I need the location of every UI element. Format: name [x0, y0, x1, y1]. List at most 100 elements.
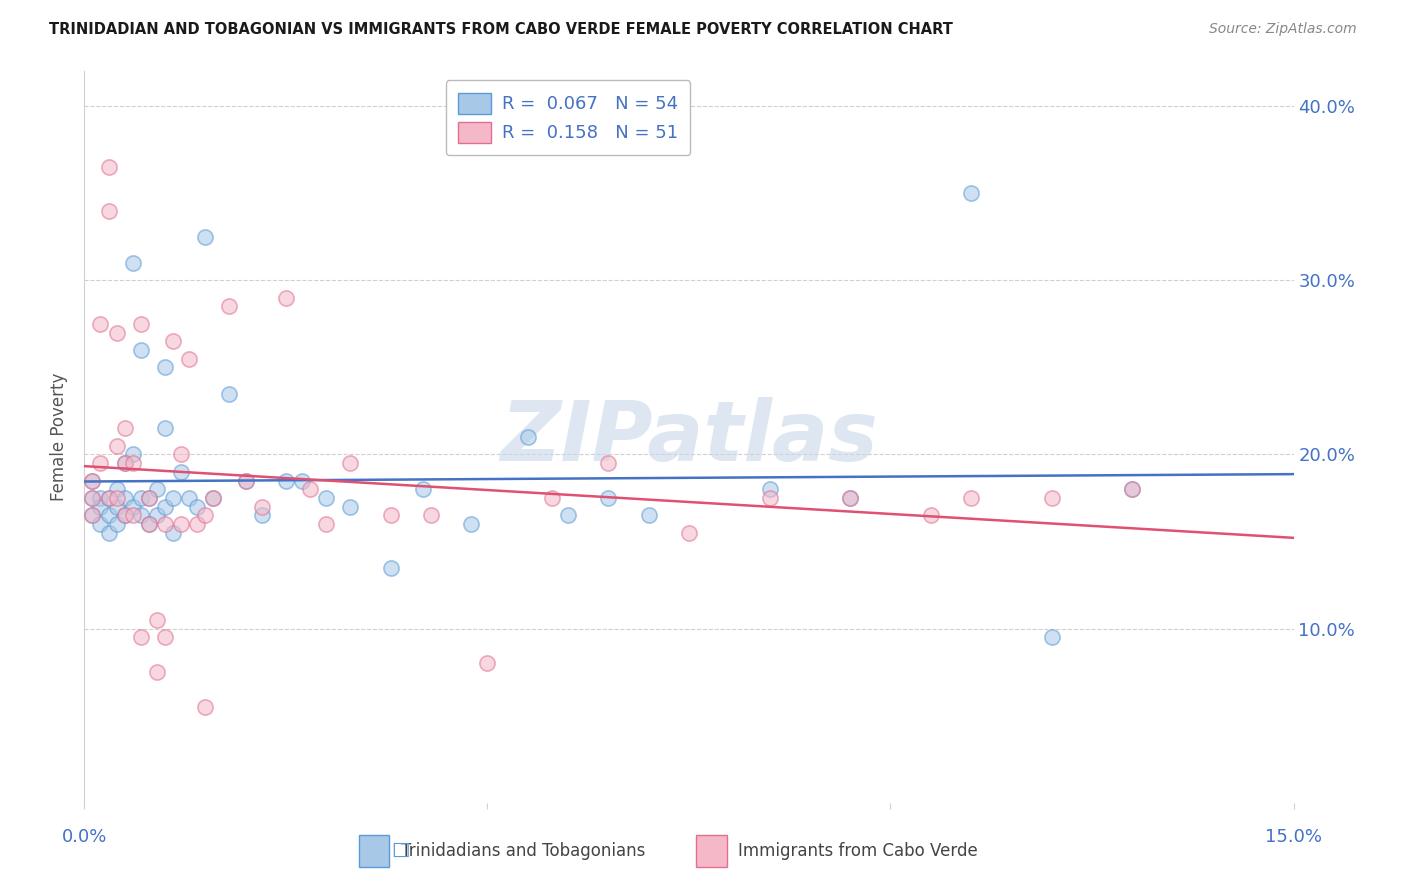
Point	[105, 500, 128, 514]
Point	[89, 491, 111, 505]
Point	[412, 483, 434, 497]
Y-axis label: Female Poverty: Female Poverty	[51, 373, 69, 501]
Text: Trinidadians and Tobagonians: Trinidadians and Tobagonians	[401, 842, 645, 860]
Point	[146, 665, 169, 680]
Text: 0.0%: 0.0%	[62, 828, 107, 846]
Point	[960, 186, 983, 201]
Bar	[359, 835, 389, 867]
Point	[194, 508, 217, 523]
Point	[218, 300, 240, 314]
Point	[678, 525, 700, 540]
Point	[129, 317, 152, 331]
Point	[153, 631, 176, 645]
Text: □: □	[391, 839, 411, 859]
Point	[637, 508, 659, 523]
Point	[129, 631, 152, 645]
Point	[186, 500, 208, 514]
Point	[129, 491, 152, 505]
Point	[121, 456, 143, 470]
Point	[339, 500, 361, 514]
Point	[121, 448, 143, 462]
Point	[121, 508, 143, 523]
Point	[598, 456, 620, 470]
Point	[89, 517, 111, 532]
Point	[315, 517, 337, 532]
Point	[82, 508, 104, 523]
Point	[138, 517, 160, 532]
Text: ZIPatlas: ZIPatlas	[501, 397, 877, 477]
Point	[162, 334, 184, 349]
Point	[839, 491, 862, 505]
Point	[114, 456, 136, 470]
Point	[146, 613, 169, 627]
Point	[105, 483, 128, 497]
Point	[291, 474, 314, 488]
Point	[138, 491, 160, 505]
Point	[162, 525, 184, 540]
Point	[97, 203, 120, 218]
Point	[105, 491, 128, 505]
Point	[274, 474, 297, 488]
Point	[89, 456, 111, 470]
Point	[202, 491, 225, 505]
Point	[477, 657, 499, 671]
Point	[1040, 631, 1063, 645]
Point	[105, 517, 128, 532]
Point	[218, 386, 240, 401]
Point	[758, 483, 780, 497]
Point	[97, 491, 120, 505]
Point	[299, 483, 322, 497]
Point	[138, 491, 160, 505]
Point	[274, 291, 297, 305]
Point	[179, 351, 201, 366]
Point	[557, 508, 579, 523]
Point	[121, 256, 143, 270]
Point	[339, 456, 361, 470]
Point	[235, 474, 257, 488]
Point	[194, 229, 217, 244]
Point	[250, 500, 273, 514]
Point	[89, 500, 111, 514]
Point	[153, 500, 176, 514]
Point	[114, 491, 136, 505]
Text: □: □	[391, 839, 411, 859]
Point	[153, 360, 176, 375]
Point	[105, 439, 128, 453]
Point	[105, 326, 128, 340]
Point	[380, 508, 402, 523]
Point	[194, 700, 217, 714]
Point	[202, 491, 225, 505]
Point	[82, 491, 104, 505]
Point	[1121, 483, 1143, 497]
Point	[839, 491, 862, 505]
Point	[82, 474, 104, 488]
Point	[315, 491, 337, 505]
Point	[82, 508, 104, 523]
Point	[114, 508, 136, 523]
Text: 15.0%: 15.0%	[1265, 828, 1322, 846]
Point	[170, 465, 193, 479]
Point	[153, 421, 176, 435]
Point	[82, 491, 104, 505]
Point	[541, 491, 564, 505]
Point	[114, 421, 136, 435]
Point	[1040, 491, 1063, 505]
Point	[179, 491, 201, 505]
Point	[89, 317, 111, 331]
Point	[146, 508, 169, 523]
Text: Source: ZipAtlas.com: Source: ZipAtlas.com	[1209, 22, 1357, 37]
Point	[170, 517, 193, 532]
Point	[82, 474, 104, 488]
Point	[129, 343, 152, 357]
Point	[114, 456, 136, 470]
Point	[186, 517, 208, 532]
Legend: R =  0.067   N = 54, R =  0.158   N = 51: R = 0.067 N = 54, R = 0.158 N = 51	[446, 80, 690, 155]
Point	[516, 430, 538, 444]
Text: Immigrants from Cabo Verde: Immigrants from Cabo Verde	[738, 842, 979, 860]
Point	[138, 517, 160, 532]
Point	[97, 508, 120, 523]
Point	[97, 160, 120, 174]
Point	[1121, 483, 1143, 497]
Point	[97, 525, 120, 540]
Point	[129, 508, 152, 523]
